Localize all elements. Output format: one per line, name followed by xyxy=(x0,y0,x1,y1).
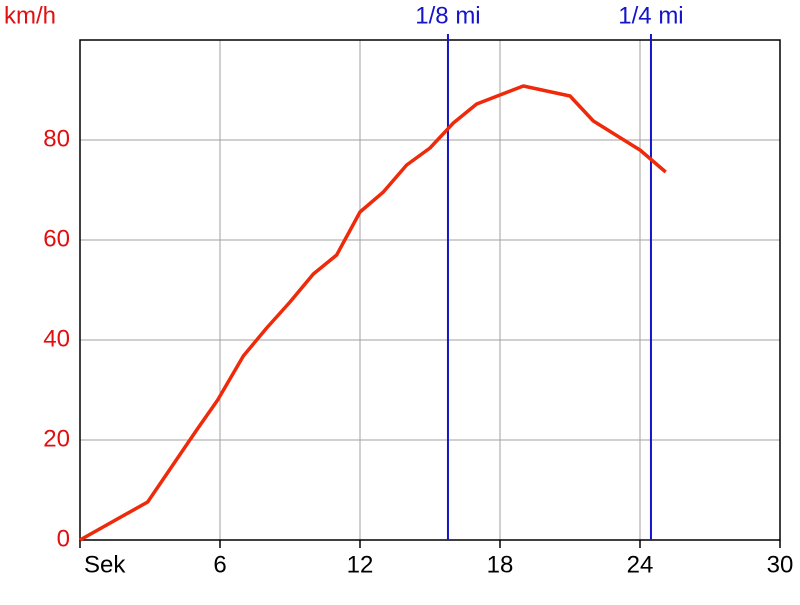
x-tick-label: 6 xyxy=(213,551,226,578)
y-tick-label: 80 xyxy=(43,125,70,152)
y-tick-label: 40 xyxy=(43,325,70,352)
speed-line xyxy=(79,84,667,542)
x-tick-label: 24 xyxy=(627,551,654,578)
distance-label: 1/4 mi xyxy=(618,2,683,29)
y-tick-label: 20 xyxy=(43,425,70,452)
x-tick-label: 12 xyxy=(347,551,374,578)
y-tick-label: 0 xyxy=(57,525,70,552)
plot-border xyxy=(79,39,781,541)
distance-label: 1/8 mi xyxy=(415,2,480,29)
x-tick-label: Sek xyxy=(84,551,126,578)
y-tick-label: 60 xyxy=(43,225,70,252)
x-tick-label: 18 xyxy=(487,551,514,578)
y-axis-label: km/h xyxy=(4,2,56,29)
x-tick-label: 30 xyxy=(767,551,794,578)
